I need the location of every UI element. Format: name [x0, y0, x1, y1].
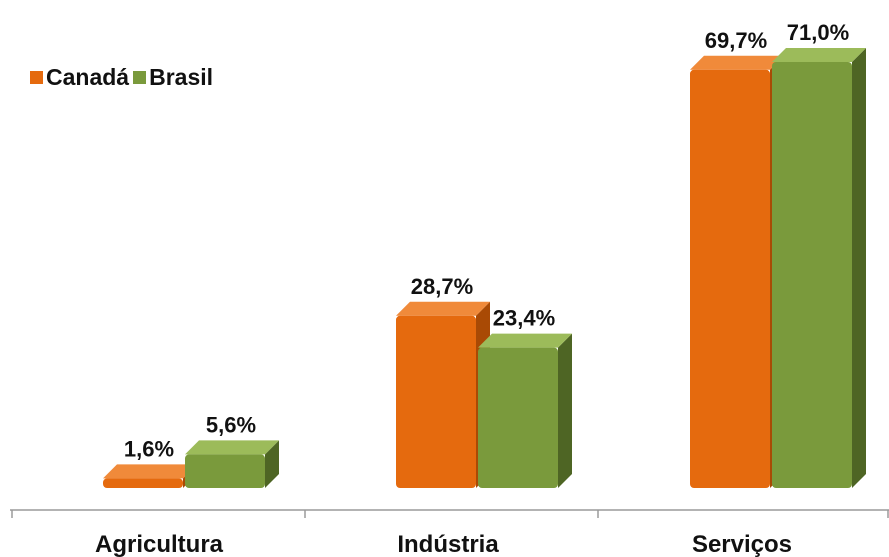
legend-item-canada: Canadá — [30, 64, 129, 91]
bar-side-brasil — [558, 333, 572, 488]
legend-label-brasil: Brasil — [149, 64, 214, 90]
bar-top-canada — [396, 301, 490, 316]
x-tick-label: Serviços — [692, 531, 792, 557]
data-label-canada: 69,7% — [705, 28, 767, 53]
bar-top-brasil — [185, 440, 279, 455]
legend-item-brasil: Brasil — [133, 64, 213, 91]
data-label-canada: 28,7% — [411, 274, 473, 299]
legend-label-canada: Canadá — [46, 64, 130, 90]
legend: Canadá Brasil — [30, 64, 217, 91]
bar-brasil — [772, 62, 852, 488]
x-tick-label: Indústria — [397, 531, 499, 557]
bar-canada — [690, 69, 770, 489]
bar-canada — [396, 315, 476, 488]
data-label-brasil: 71,0% — [787, 20, 849, 45]
data-label-brasil: 5,6% — [206, 412, 256, 437]
bar-brasil — [185, 454, 265, 488]
bar-top-canada — [103, 464, 197, 479]
bar-top-brasil — [478, 333, 572, 348]
bar-brasil — [478, 347, 558, 488]
legend-swatch-brasil — [133, 71, 147, 84]
bar-top-canada — [690, 55, 784, 70]
data-label-canada: 1,6% — [124, 436, 174, 461]
legend-swatch-canada — [30, 71, 43, 84]
bar-side-brasil — [265, 440, 279, 488]
x-tick-label: Agricultura — [95, 531, 224, 557]
bar-canada — [103, 478, 183, 488]
bar-side-brasil — [852, 48, 866, 488]
data-label-brasil: 23,4% — [493, 306, 555, 331]
bar-top-brasil — [772, 48, 866, 62]
